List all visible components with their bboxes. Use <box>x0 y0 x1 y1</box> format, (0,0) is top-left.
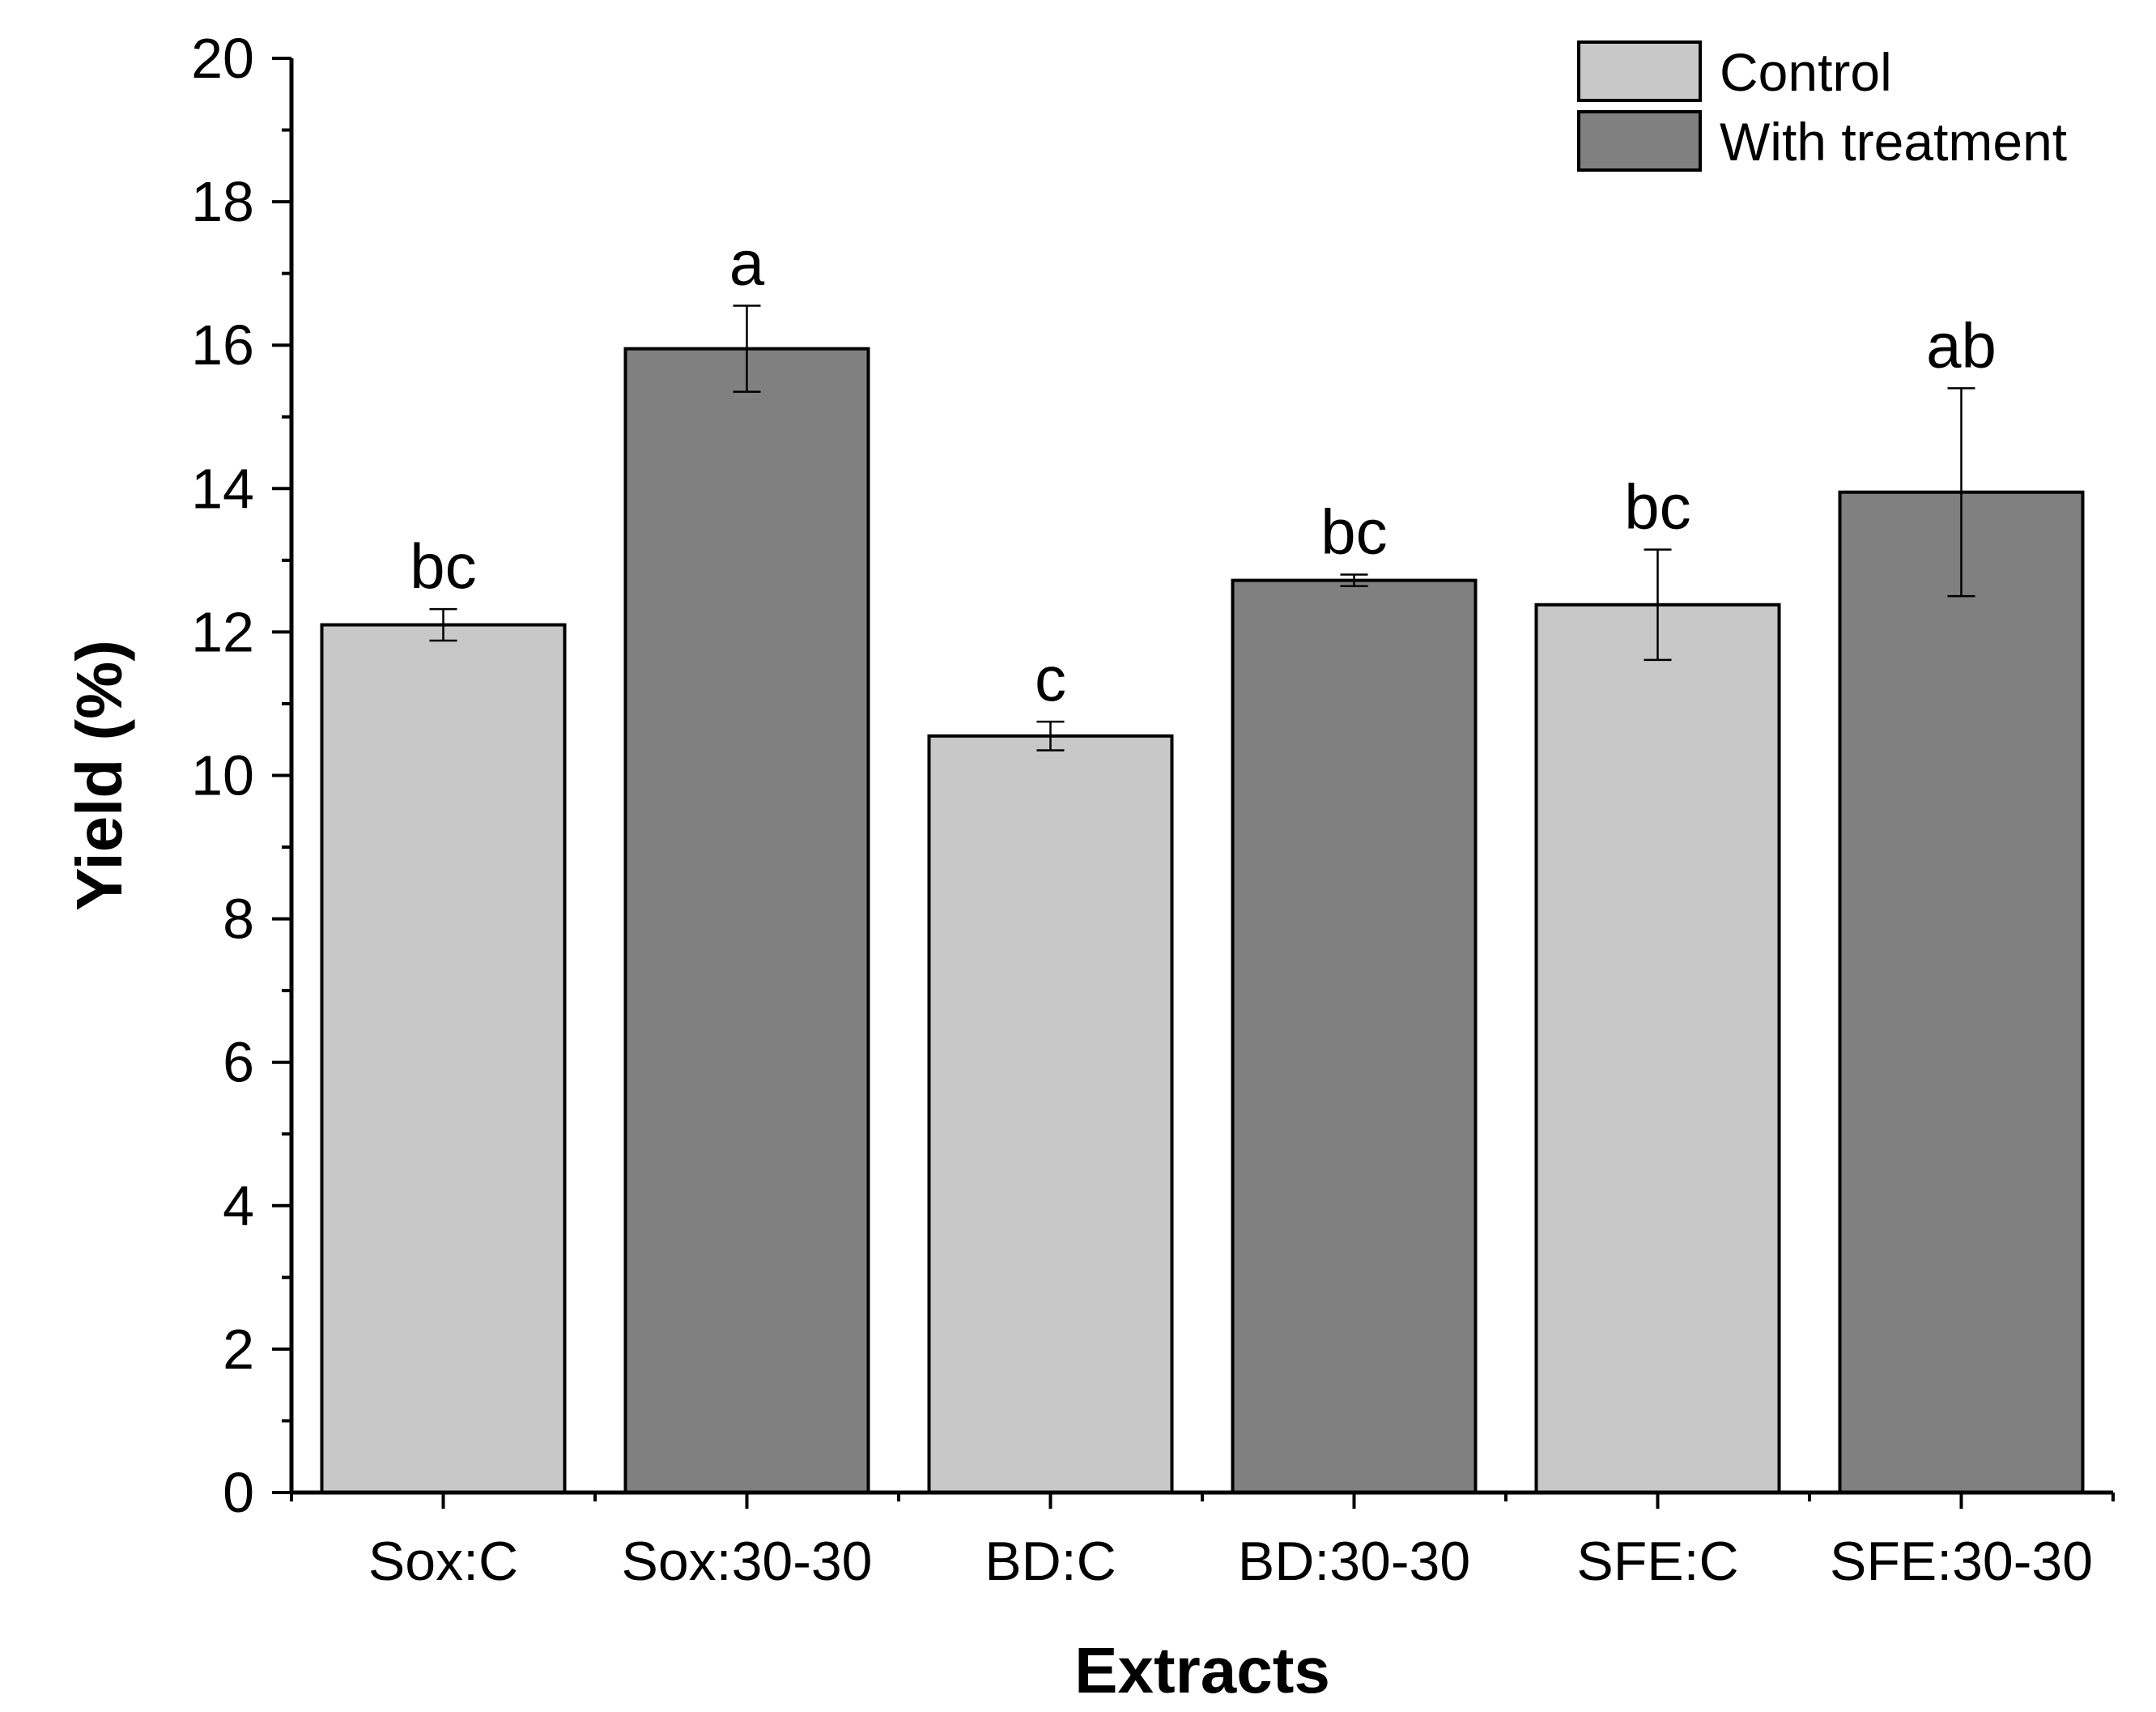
legend-label: Control <box>1720 42 1892 102</box>
x-axis-title: Extracts <box>1074 1634 1330 1706</box>
significance-letter: bc <box>410 530 476 602</box>
legend: Control With treatment <box>1577 40 2067 172</box>
y-tick-label: 18 <box>191 170 254 233</box>
significance-labels-group: bc a c bc bc ab <box>410 227 1997 714</box>
y-tick-label: 6 <box>223 1031 254 1094</box>
y-tick-label: 16 <box>191 313 254 377</box>
x-tick-label: Sox:30-30 <box>622 1531 873 1592</box>
x-tick-label: BD:30-30 <box>1238 1531 1470 1592</box>
y-tick-label: 2 <box>223 1318 254 1381</box>
significance-letter: bc <box>1624 471 1690 543</box>
y-tick-label: 20 <box>191 27 254 90</box>
legend-swatch-with-treatment <box>1577 110 1702 172</box>
bar-sfe-c <box>1534 603 1781 1494</box>
bar-sox-c <box>320 623 567 1494</box>
significance-letter: ab <box>1926 309 1997 381</box>
significance-letter: c <box>1035 643 1066 714</box>
bar-sfe-30-30 <box>1838 490 2085 1494</box>
bar-bd-c <box>927 734 1174 1494</box>
y-axis-title: Yield (%) <box>63 640 135 911</box>
significance-letter: bc <box>1320 496 1387 568</box>
y-tick-label: 12 <box>191 600 254 663</box>
legend-swatch-control <box>1577 40 1702 102</box>
axes-group: Sox:C Sox:30-30 BD:C BD:30-30 SFE:C SFE:30-30… <box>191 27 2115 1592</box>
y-tick-label: 8 <box>223 888 254 951</box>
y-tick-label: 4 <box>223 1174 254 1237</box>
x-tick-label: SFE:C <box>1576 1531 1738 1592</box>
y-tick-label: 10 <box>191 744 254 807</box>
error-bars-group <box>429 304 1975 752</box>
x-tick-label: BD:C <box>984 1531 1116 1592</box>
legend-label: With treatment <box>1720 112 2067 172</box>
x-tick-label: Sox:C <box>368 1531 518 1592</box>
significance-letter: a <box>729 227 765 298</box>
x-tick-label: SFE:30-30 <box>1830 1531 2093 1592</box>
bar-bd-30-30 <box>1231 578 1478 1494</box>
y-tick-label: 0 <box>223 1461 254 1524</box>
y-tick-label: 14 <box>191 457 254 520</box>
bars-group <box>320 347 2085 1495</box>
bar-sox-30-30 <box>623 347 870 1495</box>
